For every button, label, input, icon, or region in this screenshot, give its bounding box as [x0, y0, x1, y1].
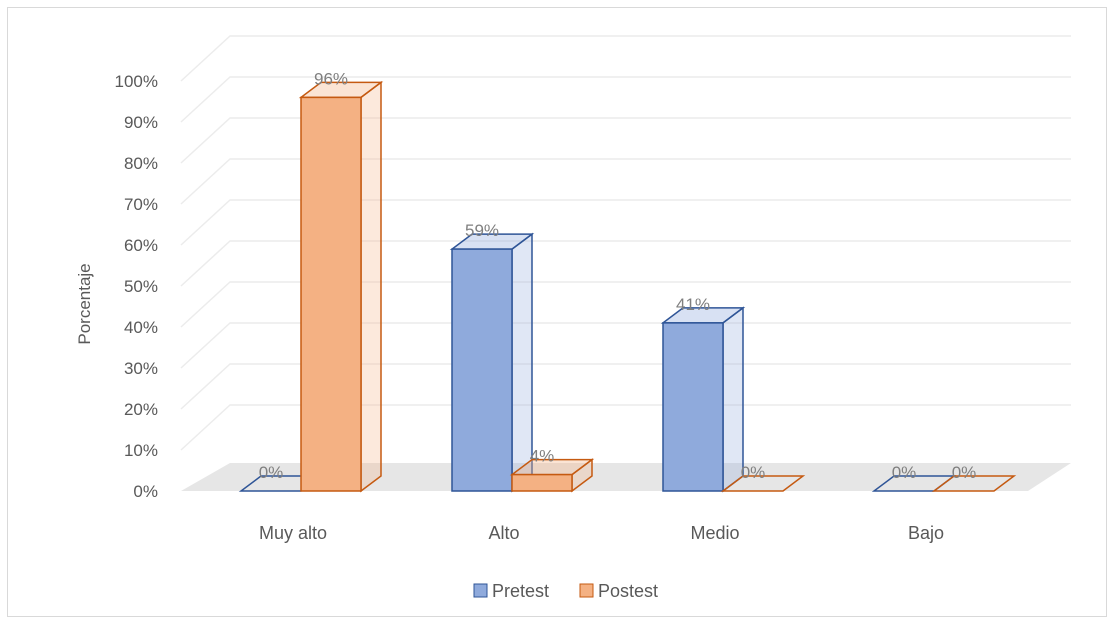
floor-plane [181, 463, 1071, 491]
data-label: 0% [259, 463, 284, 482]
data-labels: 0% 96% 59% 4% 41% 0% 0% 0% [259, 69, 977, 482]
gridline [180, 363, 1071, 410]
postest-bar-zero [720, 475, 806, 492]
gridline [180, 76, 1071, 123]
legend: Pretest Postest [473, 581, 658, 601]
data-label: 96% [314, 69, 348, 88]
chart-floor [181, 463, 1071, 491]
postest-bar [511, 473, 573, 492]
data-label: 59% [465, 221, 499, 240]
gridline [180, 199, 1071, 246]
pretest-bar [662, 322, 724, 492]
y-tick-label: 70% [124, 195, 158, 214]
chart-frame: 0% 10% 20% 30% 40% 50% 60% 70% 80% 90% 100% 0% 96% 5… [7, 7, 1107, 617]
data-label: 0% [741, 463, 766, 482]
y-tick-label: 60% [124, 236, 158, 255]
postest-bar-zero [931, 475, 1017, 492]
legend-label: Pretest [492, 581, 549, 601]
y-tick-label: 0% [133, 482, 158, 501]
gridline [180, 281, 1071, 328]
y-tick-label: 100% [115, 72, 158, 91]
y-tick-label: 80% [124, 154, 158, 173]
x-category-label: Muy alto [259, 523, 327, 543]
y-tick-label: 10% [124, 441, 158, 460]
data-label: 41% [676, 295, 710, 314]
x-category-label: Medio [690, 523, 739, 543]
legend-swatch [473, 583, 488, 598]
data-label: 4% [530, 447, 555, 466]
x-category-label: Alto [488, 523, 519, 543]
postest-bar-side [360, 80, 382, 493]
legend-swatch [579, 583, 594, 598]
gridline [180, 404, 1071, 451]
y-tick-label: 30% [124, 359, 158, 378]
gridline [180, 240, 1071, 287]
gridlines [180, 35, 1071, 451]
data-label: 0% [952, 463, 977, 482]
y-tick-label: 20% [124, 400, 158, 419]
legend-label: Postest [598, 581, 658, 601]
gridline [180, 158, 1071, 205]
y-axis-ticks: 0% 10% 20% 30% 40% 50% 60% 70% 80% 90% 100% [115, 72, 158, 501]
gridline [180, 117, 1071, 164]
x-category-label: Bajo [908, 523, 944, 543]
gridline [180, 35, 1071, 82]
y-tick-label: 50% [124, 277, 158, 296]
bar-chart: 0% 10% 20% 30% 40% 50% 60% 70% 80% 90% 100% 0% 96% 5… [75, 35, 1071, 601]
pretest-bar [451, 248, 513, 492]
y-axis-title: Porcentaje [75, 263, 94, 344]
bars [238, 80, 1017, 493]
postest-bar [300, 96, 362, 492]
gridline [180, 322, 1071, 369]
data-label: 0% [892, 463, 917, 482]
y-tick-label: 90% [124, 113, 158, 132]
y-tick-label: 40% [124, 318, 158, 337]
x-axis-categories: Muy alto Alto Medio Bajo [259, 523, 944, 543]
